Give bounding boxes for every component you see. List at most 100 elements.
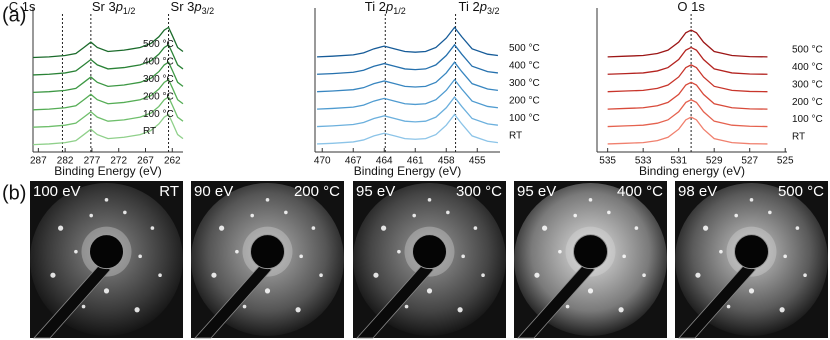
diffraction-spot xyxy=(726,304,731,309)
diffraction-spot xyxy=(618,307,624,313)
peak-label-subscript: 1/2 xyxy=(123,6,136,16)
diffraction-spot xyxy=(123,210,127,215)
x-tick-label: 533 xyxy=(635,156,652,167)
peak-label-text: O 1s xyxy=(677,0,705,14)
diffraction-spot xyxy=(81,304,86,309)
series-label: 400 °C xyxy=(143,57,174,68)
diffraction-spot xyxy=(211,272,217,278)
spectrum xyxy=(317,78,499,110)
series-label: RT xyxy=(792,132,805,143)
x-tick-label: 464 xyxy=(376,156,393,167)
diffraction-spot xyxy=(242,304,247,309)
diffraction-spot xyxy=(734,213,738,218)
diffraction-spot xyxy=(607,210,611,215)
x-tick-label: 267 xyxy=(137,156,154,167)
diffraction-spot xyxy=(481,273,485,278)
diffraction-spot xyxy=(319,273,323,278)
diffraction-spot xyxy=(695,272,701,278)
spectrum xyxy=(607,81,768,110)
peak-label-text: Ti 2 xyxy=(365,0,386,14)
leed-image: 100 eV RT xyxy=(30,181,183,339)
diffraction-spot xyxy=(587,288,594,294)
spectrum xyxy=(317,26,499,58)
diffraction-spot xyxy=(74,249,78,254)
diffraction-spot xyxy=(634,226,639,230)
diffraction-spot xyxy=(138,254,142,259)
spectrum xyxy=(607,116,768,145)
x-tick-label: 461 xyxy=(407,156,424,167)
x-tick-label: 529 xyxy=(706,156,723,167)
diffraction-spot xyxy=(295,307,301,313)
diffraction-spot xyxy=(803,273,807,278)
peak-label-text: C 1s xyxy=(9,0,36,14)
diffraction-spot xyxy=(404,304,409,309)
leed-temperature: 300 °C xyxy=(456,183,502,200)
x-tick-label: 525 xyxy=(777,156,794,167)
leed-energy: 90 eV xyxy=(194,183,233,200)
diffraction-spot xyxy=(703,225,709,231)
diffraction-spot xyxy=(50,272,56,278)
diffraction-spot xyxy=(299,254,303,259)
series-label: 400 °C xyxy=(509,61,540,72)
peak-label-subscript: 3/2 xyxy=(487,6,500,16)
peak-label-orbital: p xyxy=(479,0,487,14)
diffraction-spot xyxy=(542,225,548,231)
diffraction-spot xyxy=(749,198,754,202)
peak-label-subscript: 1/2 xyxy=(393,6,406,16)
leed-energy: 95 eV xyxy=(356,183,395,200)
x-tick-label: 467 xyxy=(345,156,362,167)
peak-label-orbital: p xyxy=(115,0,123,14)
diffraction-spot xyxy=(795,226,800,230)
diffraction-spot xyxy=(58,225,64,231)
leed-energy: 95 eV xyxy=(517,183,556,200)
diffraction-spot xyxy=(104,198,109,202)
leed-image: 90 eV 200 °C xyxy=(191,181,344,339)
diffraction-spot xyxy=(219,225,225,231)
peak-label-subscript: 3/2 xyxy=(202,6,215,16)
holder xyxy=(573,234,608,270)
spectrum xyxy=(32,96,184,128)
diffraction-spot xyxy=(397,249,401,254)
x-axis-title: Binding energy (eV) xyxy=(639,164,745,178)
leed-image: 95 eV 400 °C xyxy=(514,181,667,339)
diffraction-spot xyxy=(150,226,155,230)
series-label: 100 °C xyxy=(143,109,174,120)
spectrum xyxy=(32,61,184,94)
spectrum xyxy=(317,61,499,93)
diffraction-spot xyxy=(284,210,288,215)
series-label: 200 °C xyxy=(143,91,174,102)
series-label: 100 °C xyxy=(792,114,823,125)
diffraction-spot xyxy=(373,272,379,278)
diffraction-spot xyxy=(642,273,646,278)
series-label: RT xyxy=(143,126,156,137)
diffraction-spot xyxy=(311,226,316,230)
diffraction-spot xyxy=(461,254,465,259)
leed-energy: 98 eV xyxy=(678,183,717,200)
peak-label: C 1s xyxy=(9,0,36,14)
x-tick-label: 535 xyxy=(599,156,616,167)
leed-temperature: 500 °C xyxy=(778,183,824,200)
peak-label: Ti 2p3/2 xyxy=(459,0,500,16)
x-tick-label: 458 xyxy=(438,156,455,167)
diffraction-spot xyxy=(250,213,254,218)
holder xyxy=(89,234,124,270)
diffraction-spot xyxy=(158,273,162,278)
diffraction-spot xyxy=(622,254,626,259)
x-tick-label: 277 xyxy=(84,156,101,167)
diffraction-spot xyxy=(89,213,93,218)
diffraction-spot xyxy=(427,198,432,202)
series-label: 200 °C xyxy=(509,95,540,106)
diffraction-spot xyxy=(768,210,772,215)
series-label: 500 °C xyxy=(143,39,174,50)
diffraction-spot xyxy=(719,249,723,254)
diffraction-spot xyxy=(103,288,110,294)
x-tick-label: 287 xyxy=(30,156,47,167)
diffraction-spot xyxy=(457,307,463,313)
diffraction-spot xyxy=(381,225,387,231)
series-label: 100 °C xyxy=(509,113,540,124)
x-tick-label: 282 xyxy=(57,156,74,167)
peak-label-text: Sr 3 xyxy=(171,0,195,14)
holder xyxy=(734,234,769,270)
diffraction-spot xyxy=(134,307,140,313)
